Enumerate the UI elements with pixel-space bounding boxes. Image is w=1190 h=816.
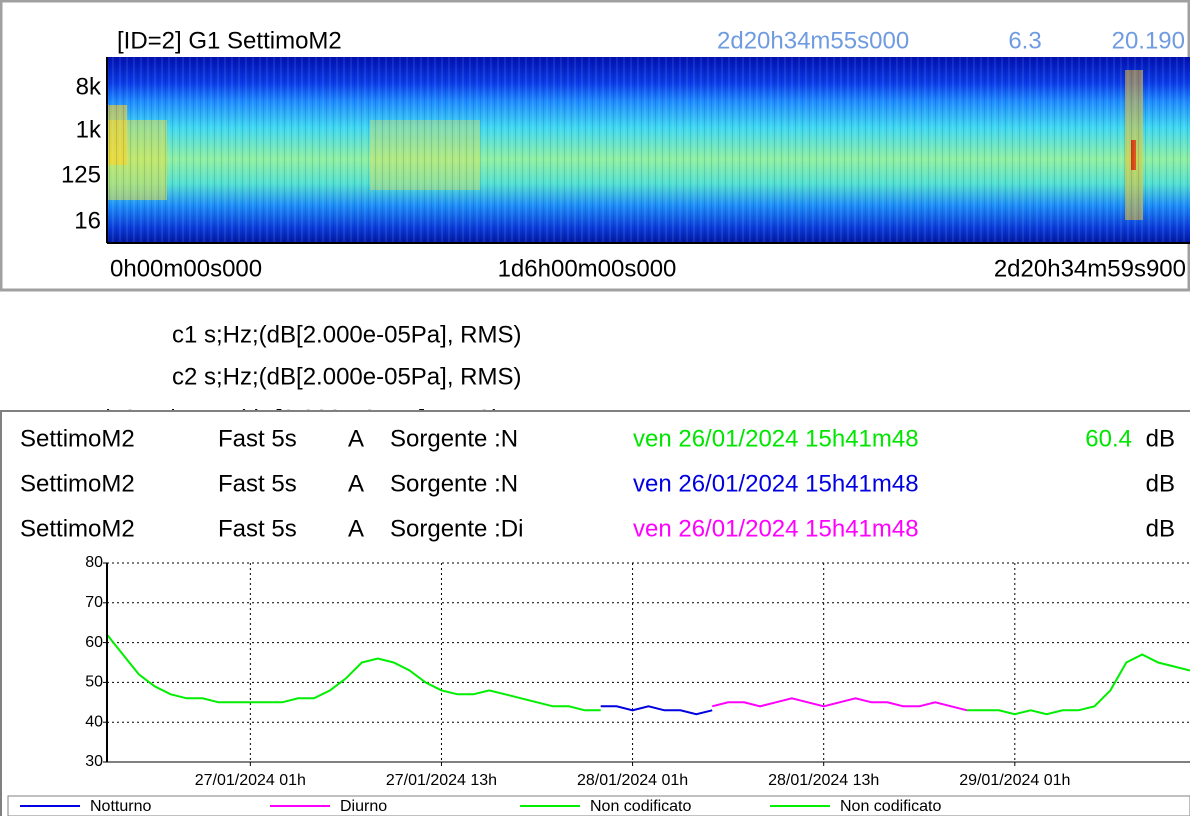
row-time: ven 26/01/2024 15h41m48 [633, 515, 919, 542]
row-unit: dB [1146, 470, 1175, 497]
channel-label: c1 s;Hz;(dB[2.000e-05Pa], RMS) [172, 321, 521, 348]
data-line [106, 633, 601, 712]
legend-label: Notturno [90, 798, 151, 815]
x-tick-label: 27/01/2024 13h [386, 772, 497, 789]
row-weighting: A [348, 515, 364, 542]
legend: Notturno Diurno Non codificato Non codifica… [20, 798, 941, 815]
data-line [600, 705, 713, 716]
row-unit: dB [1146, 425, 1175, 452]
row-source: Sorgente :N [390, 470, 518, 497]
row-name: SettimoM2 [20, 425, 135, 452]
legend-label: Non codificato [840, 798, 941, 815]
legend-box [7, 795, 1190, 816]
spectrogram-info: 2d20h34m55s000 [717, 27, 909, 54]
channel-label: c2 s;Hz;(dB[2.000e-05Pa], RMS) [172, 363, 521, 390]
row-mode: Fast 5s [218, 515, 297, 542]
status-rows: SettimoM2 Fast 5s A Sorgente :N ven 26/01/20… [20, 425, 1175, 542]
row-name: SettimoM2 [20, 470, 135, 497]
row-mode: Fast 5s [218, 425, 297, 452]
data-line [967, 653, 1190, 716]
y-tick-label: 70 [85, 594, 103, 611]
x-tick-label: 28/01/2024 13h [768, 772, 879, 789]
spectrogram-x-label: 0h00m00s000 [110, 255, 262, 282]
spectrogram-info: 20.190 [1112, 27, 1185, 54]
spectrogram-image [106, 57, 1190, 244]
row-weighting: A [348, 425, 364, 452]
x-tick-label: 27/01/2024 01h [195, 772, 306, 789]
level-chart: 30 40 50 60 70 80 27/01/2024 01h 27/01/2024 13h… [85, 554, 1190, 789]
spectrogram-y-label: 1k [76, 116, 102, 143]
spectrogram-y-label: 8k [76, 73, 102, 100]
row-level: 60.4 [1085, 425, 1132, 452]
spectrogram-y-label: 16 [74, 207, 101, 234]
spectrogram-x-label: 1d6h00m00s000 [498, 255, 677, 282]
x-tick-label: 28/01/2024 01h [577, 772, 688, 789]
data-line [711, 697, 968, 712]
legend-label: Diurno [340, 798, 387, 815]
row-mode: Fast 5s [218, 470, 297, 497]
y-tick-label: 30 [85, 753, 103, 770]
spectrogram-x-label: 2d20h34m59s900 [994, 255, 1186, 282]
y-tick-label: 80 [85, 554, 103, 571]
y-tick-label: 60 [85, 634, 103, 651]
row-name: SettimoM2 [20, 515, 135, 542]
spectrogram-texture [107, 57, 1190, 243]
spectrogram-info: 6.3 [1008, 27, 1041, 54]
row-source: Sorgente :N [390, 425, 518, 452]
row-time: ven 26/01/2024 15h41m48 [633, 470, 919, 497]
spectrogram-title: [ID=2] G1 SettimoM2 [117, 27, 342, 54]
row-time: ven 26/01/2024 15h41m48 [633, 425, 919, 452]
row-weighting: A [348, 470, 364, 497]
spectrogram-y-label: 125 [61, 161, 101, 188]
y-tick-label: 40 [85, 713, 103, 730]
y-tick-label: 50 [85, 674, 103, 691]
chart-panel [0, 411, 1190, 816]
legend-label: Non codificato [590, 798, 691, 815]
row-unit: dB [1146, 515, 1175, 542]
x-tick-label: 29/01/2024 01h [959, 772, 1070, 789]
row-source: Sorgente :Di [390, 515, 523, 542]
